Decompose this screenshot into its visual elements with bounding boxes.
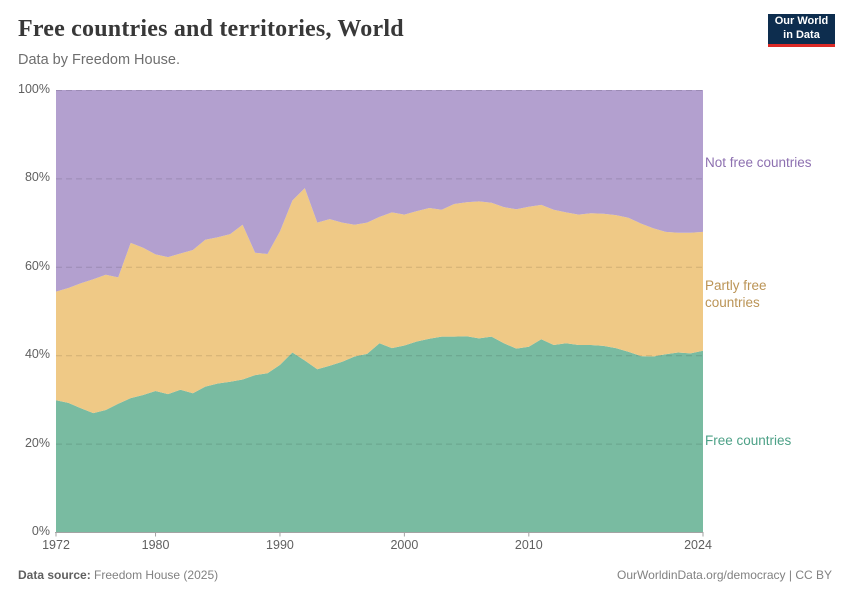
page-title: Free countries and territories, World [18,16,404,42]
owid-logo-line2: in Data [783,29,820,41]
series-label-partly-free: Partly free countries [705,278,767,310]
data-source-value: Freedom House (2025) [94,568,219,582]
x-tick-label-2024: 2024 [684,538,712,552]
y-tick-label-60: 60% [24,258,50,273]
owid-link[interactable]: OurWorldinData.org/democracy | CC BY [617,568,832,582]
y-tick-label-20: 20% [24,435,50,450]
area-not-free-countries[interactable] [56,90,703,292]
series-label-free: Free countries [705,433,792,448]
y-tick-label-100: 100% [18,82,50,96]
area-partly-free-countries[interactable] [56,188,703,414]
owid-logo[interactable]: Our World in Data [768,14,835,47]
chart-footer: Data source: Freedom House (2025) OurWor… [0,560,850,600]
series-label-not-free: Not free countries [705,155,812,170]
y-tick-label-0: 0% [31,524,50,538]
x-tick-label-2000: 2000 [390,538,419,552]
chart-subtitle: Data by Freedom House. [18,52,180,68]
x-tick-label-1980: 1980 [141,538,170,552]
data-source-note: Data source: Freedom House (2025) [18,568,218,582]
area-free-countries[interactable] [56,336,703,532]
x-tick-label-1972: 1972 [42,538,70,552]
x-tick-label-2010: 2010 [514,538,543,552]
data-source-label: Data source: [18,568,91,582]
y-tick-label-80: 80% [24,170,50,185]
owid-logo-line1: Our World [774,15,829,28]
x-tick-label-1990: 1990 [266,538,294,552]
y-tick-label-40: 40% [24,347,50,362]
